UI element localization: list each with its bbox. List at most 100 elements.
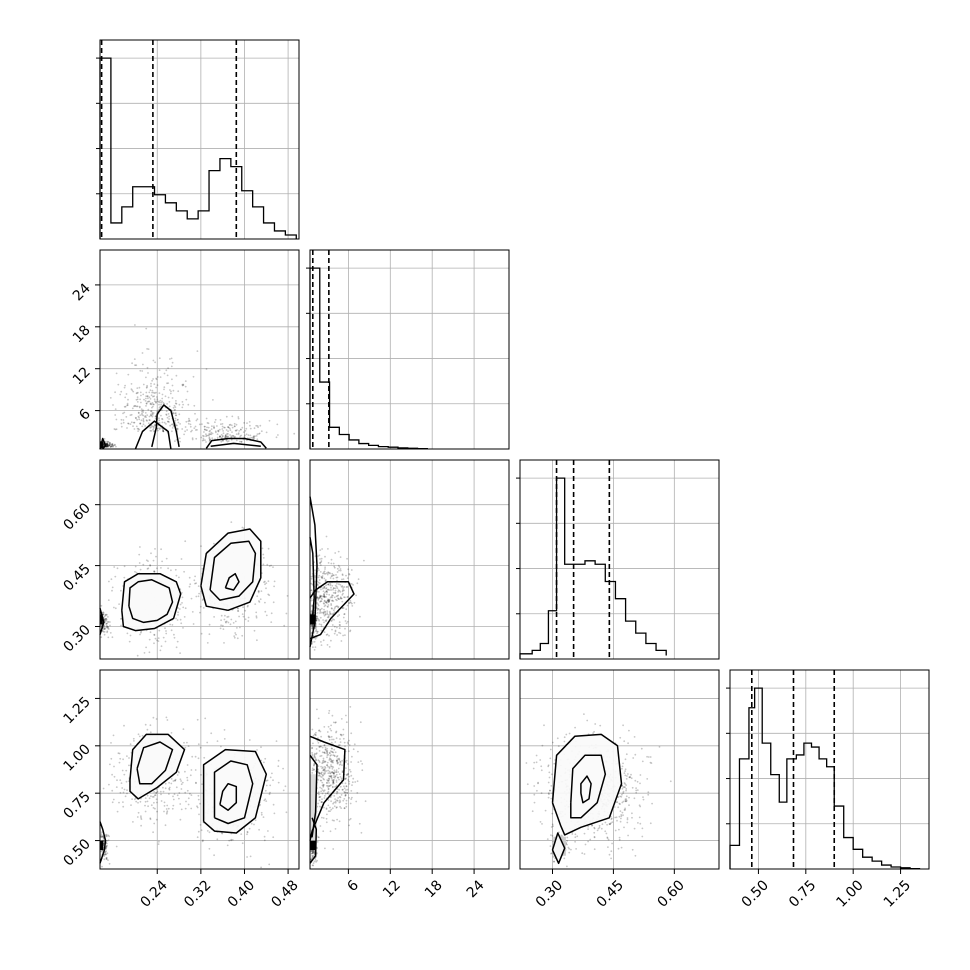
scatter-point <box>647 756 650 758</box>
scatter-point <box>339 733 342 736</box>
scatter-point <box>325 596 327 598</box>
scatter-point <box>334 786 336 788</box>
x-tick-label: 0.24 <box>138 877 171 910</box>
scatter-point <box>622 814 624 817</box>
scatter-point <box>170 365 173 368</box>
scatter-point <box>316 612 319 614</box>
scatter-point <box>320 561 322 564</box>
scatter-point <box>166 810 169 813</box>
scatter-point <box>330 589 333 591</box>
scatter-point <box>338 621 341 623</box>
scatter-point <box>106 442 108 445</box>
scatter-point <box>190 769 193 771</box>
scatter-point <box>322 612 325 615</box>
scatter-point <box>322 790 325 793</box>
scatter-point <box>120 618 122 620</box>
scatter-point <box>132 821 134 823</box>
scatter-point <box>175 786 178 789</box>
scatter-point <box>624 800 627 803</box>
scatter-point <box>268 594 271 597</box>
scatter-point <box>337 771 340 773</box>
scatter-point <box>181 401 184 403</box>
scatter-point <box>257 590 260 593</box>
scatter-point <box>339 591 342 593</box>
scatter-point <box>532 767 535 770</box>
scatter-point <box>226 844 229 847</box>
scatter-point <box>625 778 628 780</box>
scatter-point <box>537 781 539 784</box>
scatter-point <box>120 418 123 421</box>
scatter-point <box>312 769 315 771</box>
scatter-point <box>191 438 194 441</box>
scatter-point <box>153 791 156 793</box>
panel-frame <box>309 459 510 660</box>
scatter-point <box>318 596 321 599</box>
scatter-point <box>533 785 536 787</box>
scatter-point <box>332 772 335 775</box>
scatter-point <box>184 380 187 382</box>
scatter-point <box>179 423 182 425</box>
scatter-point <box>310 624 313 627</box>
scatter-point <box>610 850 613 853</box>
scatter-point <box>324 568 326 570</box>
scatter-point <box>142 420 145 423</box>
scatter-point <box>153 570 156 573</box>
scatter-point <box>336 760 338 762</box>
scatter-point <box>229 427 231 430</box>
scatter-point <box>150 403 153 406</box>
scatter-point <box>269 784 272 787</box>
scatter-point <box>273 580 276 583</box>
scatter-point <box>316 596 319 599</box>
scatter-point <box>133 740 135 742</box>
scatter-point <box>550 852 552 855</box>
scatter-point <box>343 741 346 744</box>
contour-line <box>551 733 623 836</box>
scatter-point <box>337 761 340 764</box>
scatter-point <box>260 590 263 592</box>
scatter-point <box>163 388 165 391</box>
scatter-point <box>106 852 109 855</box>
scatter-point <box>317 778 320 781</box>
scatter-point <box>313 860 316 863</box>
scatter-point <box>214 421 216 424</box>
scatter-point <box>208 434 211 436</box>
scatter-point <box>326 754 329 757</box>
scatter-point <box>174 779 177 782</box>
scatter-point <box>166 416 169 419</box>
scatter-point <box>222 432 225 435</box>
scatter-point <box>248 421 251 423</box>
density-block <box>310 840 316 851</box>
scatter-point <box>634 753 637 756</box>
scatter-point <box>205 441 207 443</box>
scatter-point <box>324 566 326 569</box>
scatter-point <box>141 734 144 737</box>
scatter-point <box>157 640 160 642</box>
scatter-point <box>208 440 211 442</box>
scatter-point <box>234 632 237 634</box>
scatter-point <box>174 402 177 405</box>
scatter-point <box>328 600 330 603</box>
scatter-point <box>230 618 233 621</box>
scatter-point <box>318 761 321 763</box>
panel-frame <box>99 459 300 660</box>
scatter-point <box>105 444 108 447</box>
scatter-point <box>115 786 118 788</box>
scatter-point <box>138 553 141 556</box>
scatter-point <box>311 851 314 853</box>
scatter-point <box>342 607 345 609</box>
scatter-point <box>105 857 108 859</box>
scatter-point <box>336 776 339 779</box>
scatter-point <box>227 433 229 435</box>
scatter-point <box>108 444 111 447</box>
scatter-point <box>357 750 359 753</box>
scatter-point <box>152 412 155 414</box>
scatter-point <box>551 823 554 826</box>
scatter-point <box>159 427 162 429</box>
contour-line <box>99 608 105 635</box>
scatter-point <box>191 755 194 758</box>
scatter-point <box>252 435 255 438</box>
scatter-point <box>336 576 339 579</box>
scatter-point <box>176 774 179 776</box>
scatter-point <box>244 609 247 612</box>
scatter-point <box>169 424 172 427</box>
